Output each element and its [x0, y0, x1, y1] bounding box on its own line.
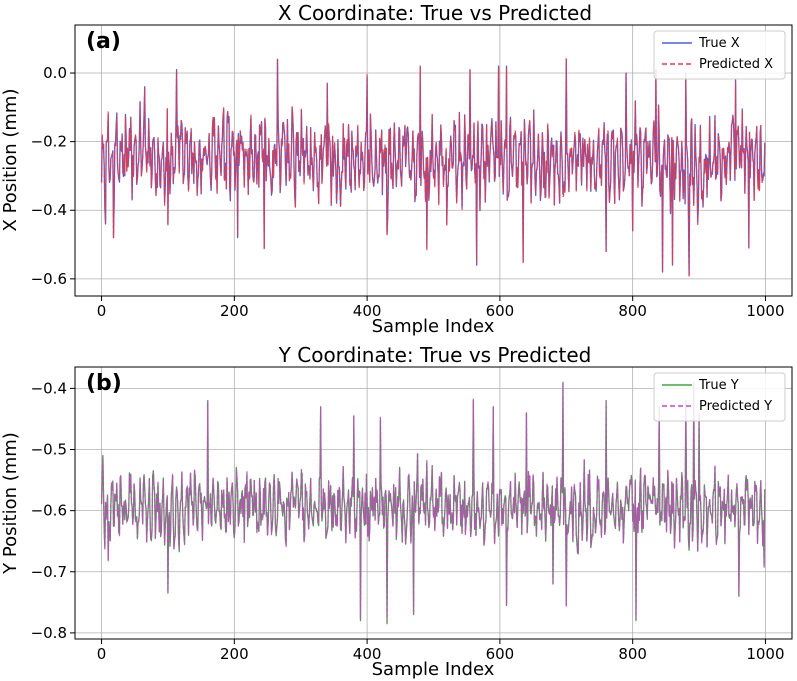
panel-b-xtick: 200 — [220, 645, 249, 663]
panel-b-xtick: 800 — [618, 645, 647, 663]
panel-b-yticks: −0.8 −0.7 −0.6 −0.5 −0.4 — [31, 379, 67, 641]
panel-a-xtick: 1000 — [746, 302, 784, 320]
panel-a-xtick: 600 — [486, 302, 515, 320]
panel-b-ytick: −0.7 — [31, 563, 67, 581]
panel-a-lines — [100, 58, 766, 278]
panel-b-ytick: −0.8 — [31, 624, 67, 642]
panel-b: Y Coordinate: True vs Predicted 0 200 40… — [0, 343, 793, 680]
panel-b-ylabel: Y Position (mm) — [0, 432, 21, 575]
panel-b-legend-pred: Predicted Y — [699, 399, 772, 414]
panel-a-xticks: 0 200 400 600 800 1000 — [97, 302, 785, 320]
panel-a-legend-true: True X — [698, 36, 740, 51]
panel-a-xtick: 200 — [220, 302, 249, 320]
panel-a-legend-pred: Predicted X — [699, 57, 773, 72]
panel-b-label: (b) — [86, 371, 122, 396]
panel-b-legend: True Y Predicted Y — [653, 372, 786, 422]
panel-b-lines — [100, 381, 766, 625]
panel-b-ytick: −0.5 — [31, 441, 67, 459]
panel-a-ytick: 0.0 — [43, 64, 67, 82]
panel-b-ytick: −0.6 — [31, 502, 67, 520]
panel-b-title: Y Coordinate: True vs Predicted — [278, 343, 592, 367]
panel-b-xtick: 400 — [353, 645, 382, 663]
panel-a-ytick: −0.6 — [31, 270, 67, 288]
panel-b-legend-true: True Y — [698, 378, 739, 393]
panel-a-xlabel: Sample Index — [372, 316, 495, 337]
panel-a-xtick: 0 — [97, 302, 107, 320]
panel-b-frame — [74, 366, 793, 640]
panel-a: X Coordinate: True vs Predicted 0 200 40… — [0, 1, 793, 337]
panel-a-title: X Coordinate: True vs Predicted — [278, 1, 592, 25]
panel-a-xtick: 800 — [618, 302, 647, 320]
panel-b-ytick: −0.4 — [31, 379, 67, 397]
panel-a-xtick: 400 — [353, 302, 382, 320]
panel-b-xtick: 600 — [486, 645, 515, 663]
series-line-predicted — [100, 58, 766, 278]
panel-a-ytick: −0.2 — [31, 133, 67, 151]
panel-b-xtick: 0 — [97, 645, 107, 663]
panel-b-xlabel: Sample Index — [372, 659, 495, 680]
panel-a-legend: True X Predicted X — [653, 30, 786, 80]
series-line-predicted — [100, 382, 766, 623]
panel-a-ylabel: X Position (mm) — [0, 89, 21, 232]
panel-b-xtick: 1000 — [746, 645, 784, 663]
panel-a-label: (a) — [86, 29, 121, 54]
panel-a-yticks: −0.6 −0.4 −0.2 0.0 — [31, 64, 67, 288]
panel-a-ytick: −0.4 — [31, 201, 67, 219]
panel-b-xticks: 0 200 400 600 800 1000 — [97, 645, 785, 663]
panel-a-frame — [74, 24, 793, 297]
